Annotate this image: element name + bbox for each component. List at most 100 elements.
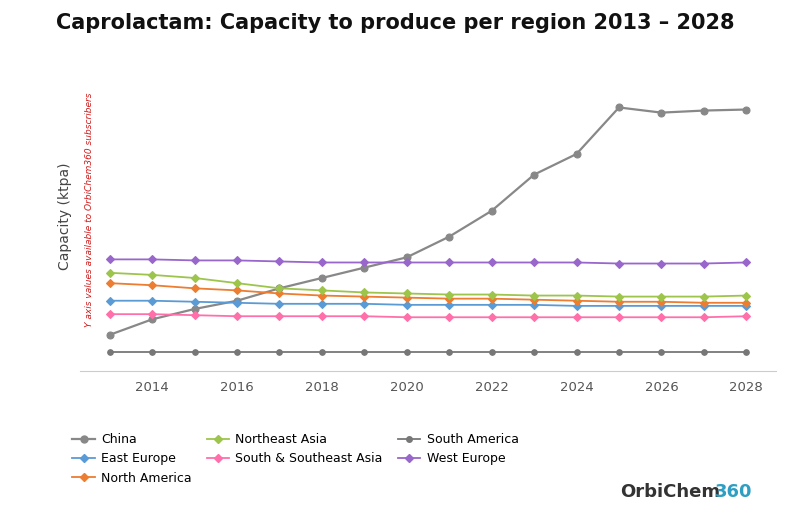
West Europe xyxy=(317,259,326,266)
East Europe xyxy=(317,301,326,307)
East Europe xyxy=(105,297,114,304)
Text: 360: 360 xyxy=(714,483,752,501)
North America xyxy=(445,295,454,302)
South America xyxy=(402,349,411,356)
South & Southeast Asia xyxy=(402,314,411,321)
Northeast Asia xyxy=(487,292,497,298)
China xyxy=(742,107,751,113)
South & Southeast Asia xyxy=(699,314,709,321)
Northeast Asia xyxy=(190,275,199,281)
South & Southeast Asia xyxy=(530,314,539,321)
South & Southeast Asia xyxy=(614,314,624,321)
China xyxy=(359,264,369,271)
China xyxy=(190,306,199,312)
North America xyxy=(317,293,326,299)
North America xyxy=(572,297,582,304)
China xyxy=(105,332,114,338)
Legend: China, East Europe, North America, Northeast Asia, South & Southeast Asia, South: China, East Europe, North America, North… xyxy=(72,433,518,484)
South & Southeast Asia xyxy=(274,313,284,320)
Line: China: China xyxy=(106,104,750,338)
North America xyxy=(402,295,411,301)
Northeast Asia xyxy=(614,294,624,300)
China xyxy=(317,275,326,281)
Northeast Asia xyxy=(105,270,114,276)
China xyxy=(232,297,242,304)
South & Southeast Asia xyxy=(359,313,369,320)
North America xyxy=(699,299,709,306)
South America xyxy=(232,349,242,356)
Northeast Asia xyxy=(232,280,242,286)
North America xyxy=(487,295,497,302)
West Europe xyxy=(402,259,411,266)
West Europe xyxy=(359,259,369,266)
Line: South & Southeast Asia: South & Southeast Asia xyxy=(107,312,749,320)
South America xyxy=(147,349,157,356)
Text: OrbiChem: OrbiChem xyxy=(620,483,720,501)
North America xyxy=(147,282,157,288)
East Europe xyxy=(190,298,199,305)
China xyxy=(445,233,454,240)
North America xyxy=(274,290,284,297)
East Europe xyxy=(742,303,751,309)
Northeast Asia xyxy=(699,294,709,300)
South America xyxy=(190,349,199,356)
Line: Northeast Asia: Northeast Asia xyxy=(107,270,749,299)
South & Southeast Asia xyxy=(317,313,326,320)
West Europe xyxy=(487,259,497,266)
China xyxy=(530,172,539,178)
East Europe xyxy=(699,303,709,309)
South & Southeast Asia xyxy=(445,314,454,321)
East Europe xyxy=(274,301,284,307)
Northeast Asia xyxy=(572,293,582,299)
Northeast Asia xyxy=(274,285,284,292)
South America xyxy=(614,349,624,356)
West Europe xyxy=(614,260,624,267)
West Europe xyxy=(147,256,157,262)
West Europe xyxy=(232,257,242,263)
South & Southeast Asia xyxy=(657,314,666,321)
East Europe xyxy=(657,303,666,309)
Line: South America: South America xyxy=(107,350,749,355)
East Europe xyxy=(614,303,624,309)
China xyxy=(572,151,582,157)
China xyxy=(147,316,157,322)
West Europe xyxy=(530,259,539,266)
West Europe xyxy=(742,259,751,266)
Northeast Asia xyxy=(359,289,369,296)
Y-axis label: Capacity (ktpa): Capacity (ktpa) xyxy=(58,162,72,270)
South America xyxy=(699,349,709,356)
South America xyxy=(530,349,539,356)
North America xyxy=(105,280,114,286)
China xyxy=(699,108,709,114)
South & Southeast Asia xyxy=(487,314,497,321)
China xyxy=(614,104,624,111)
South & Southeast Asia xyxy=(105,311,114,317)
South & Southeast Asia xyxy=(147,311,157,317)
South & Southeast Asia xyxy=(742,313,751,320)
Northeast Asia xyxy=(742,293,751,299)
West Europe xyxy=(445,259,454,266)
South America xyxy=(359,349,369,356)
China xyxy=(487,208,497,214)
West Europe xyxy=(190,257,199,263)
East Europe xyxy=(487,302,497,308)
South America xyxy=(487,349,497,356)
Line: North America: North America xyxy=(107,280,749,306)
South & Southeast Asia xyxy=(572,314,582,321)
South America xyxy=(657,349,666,356)
West Europe xyxy=(274,258,284,264)
Northeast Asia xyxy=(530,293,539,299)
South & Southeast Asia xyxy=(232,313,242,320)
East Europe xyxy=(445,302,454,308)
Text: Y axis values available to OrbiChem360 subscribers: Y axis values available to OrbiChem360 s… xyxy=(85,93,94,327)
China xyxy=(274,285,284,292)
East Europe xyxy=(359,301,369,307)
Northeast Asia xyxy=(147,272,157,278)
North America xyxy=(614,298,624,305)
West Europe xyxy=(657,260,666,267)
East Europe xyxy=(147,297,157,304)
North America xyxy=(190,285,199,292)
East Europe xyxy=(572,303,582,309)
West Europe xyxy=(572,259,582,266)
South America xyxy=(317,349,326,356)
